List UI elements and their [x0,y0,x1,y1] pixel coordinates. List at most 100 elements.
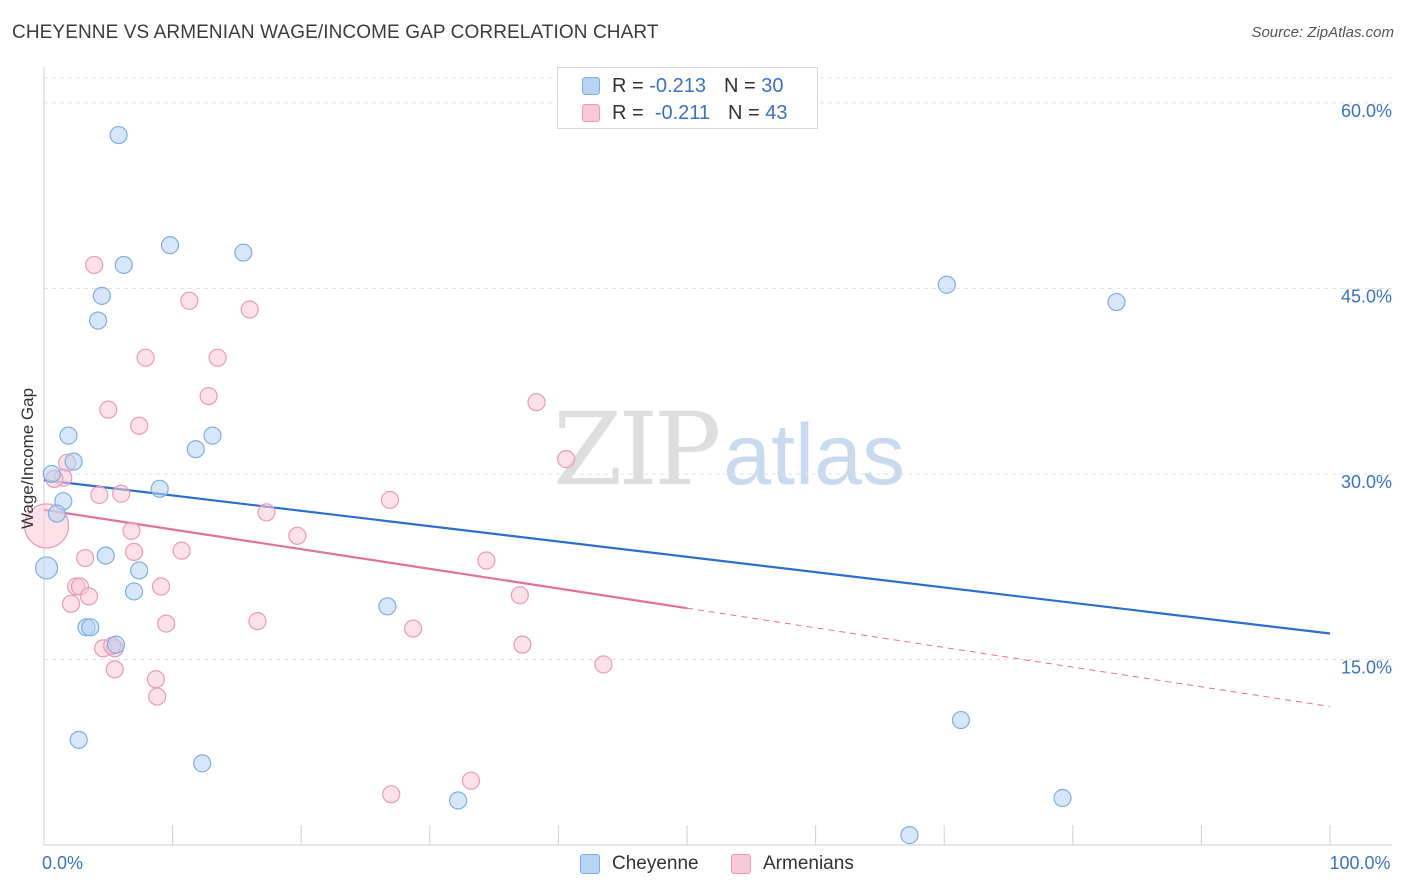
armenian-point [85,255,104,275]
cheyenne-point [109,125,128,145]
armenian-point [594,655,613,674]
cheyenne-legend-label: Cheyenne [612,853,699,874]
cheyenne-point [114,255,133,275]
legend-r-value: -0.213 [649,74,706,97]
armenian-point [240,300,259,319]
cheyenne-point [448,791,468,810]
y-axis-label: Wage/Income Gap [18,388,37,529]
cheyenne-point [1053,788,1072,808]
armenian-point [136,348,155,367]
legend-r-value: -0.211 [654,101,711,124]
armenian-point [105,660,124,679]
armenians-legend-swatch [731,854,751,874]
armenian-point [477,551,496,570]
armenian-point [112,484,131,503]
grid-layer [44,77,1392,660]
armenian-point [61,594,81,613]
armenians-trendline [43,508,688,610]
armenian-point [527,393,546,412]
trend-layer [43,479,1331,707]
armenians-trendline-dashed [686,607,1331,707]
cheyenne-point [193,754,212,773]
legend-n-value: 30 [761,74,784,97]
armenian-point [208,348,227,367]
watermark-atlas: atlas [723,407,905,503]
cheyenne-point [106,635,126,654]
armenian-point [257,503,276,522]
armenian-point [124,542,144,561]
armenian-point [510,586,529,605]
armenian-point [557,450,576,469]
legend-n-label: N = [728,101,760,124]
watermark: ZIPatlas [553,400,905,500]
armenian-point [151,577,171,596]
cheyenne-point [234,243,253,262]
armenian-point [199,386,218,406]
stats-legend: R = -0.213 N = 30 R = -0.211 N = 43 [557,67,818,129]
cheyenne-point [81,618,100,637]
cheyenne-point [186,440,205,459]
armenian-point [99,400,118,419]
cheyenne-point [160,236,180,255]
armenian-point [122,521,141,540]
cheyenne-swatch [582,77,600,95]
armenians-swatch [582,104,600,122]
legend-row-armenians: R = -0.211 N = 43 [582,101,788,125]
cheyenne-point [42,464,61,484]
armenian-point [172,541,191,560]
armenian-point [76,548,95,568]
cheyenne-point [59,426,78,445]
bottom-legend-cheyenne: Cheyenne [580,851,699,877]
armenian-point [157,614,176,633]
cheyenne-point [203,426,222,445]
legend-row-cheyenne: R = -0.213 N = 30 [582,74,783,98]
cheyenne-point [64,452,83,471]
legend-n-value: 43 [765,101,788,124]
cheyenne-point [378,597,397,616]
bottom-legend-armenians: Armenians [731,851,854,877]
label-layer: 15.0% 30.0% 45.0% 60.0% 0.0% 100.0% Wage/Incom… [18,101,1392,873]
cheyenne-point [96,546,115,565]
armenian-point [403,619,423,638]
cheyenne-point [88,311,108,330]
cheyenne-point [34,556,59,580]
armenian-point [148,687,167,706]
axis-layer [43,67,1392,846]
chart-title: CHEYENNE VS ARMENIAN WAGE/INCOME GAP COR… [12,22,659,43]
armenian-point [79,587,99,606]
cheyenne-point [150,479,169,498]
watermark-zip: ZIP [553,391,721,508]
armenian-point [461,771,481,790]
y-tick-label: 45.0% [1341,286,1392,306]
cheyenne-point [1107,292,1126,312]
armenian-point [248,612,267,631]
cheyenne-point [130,561,149,580]
cheyenne-point [47,504,66,523]
y-tick-label: 60.0% [1341,101,1392,121]
legend-r-label: R = [612,74,644,97]
cheyenne-point [124,582,144,601]
cheyenne-point [69,730,88,749]
armenian-point [382,785,401,804]
armenian-point [180,291,199,310]
cheyenne-point [937,275,956,294]
legend-r-label: R = [612,101,644,124]
armenians-legend-label: Armenians [763,853,854,874]
armenian-point [513,635,532,654]
x-tick-label: 100.0% [1329,853,1390,873]
armenian-point [130,416,149,435]
y-tick-label: 15.0% [1341,657,1392,677]
point-layer [23,125,1126,845]
cheyenne-point [900,826,919,845]
armenian-point [288,526,307,545]
armenian-point [90,485,109,505]
y-tick-label: 30.0% [1341,472,1392,492]
cheyenne-trendline [43,479,1331,635]
legend-n-label: N = [723,74,756,97]
cheyenne-legend-swatch [580,854,600,874]
cheyenne-point [92,286,111,305]
armenian-point [380,490,400,510]
source-label: Source: ZipAtlas.com [1251,24,1394,41]
cheyenne-point [951,710,971,730]
